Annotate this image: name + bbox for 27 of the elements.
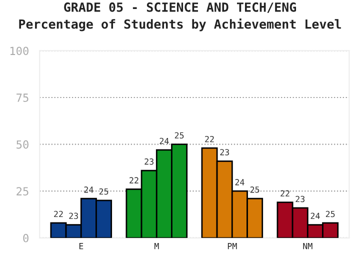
text: 23 xyxy=(144,158,154,165)
x-tick-label: NM xyxy=(303,243,312,250)
text: 24 xyxy=(235,179,244,186)
text: 25 xyxy=(250,186,260,193)
y-tick-label: 75 xyxy=(16,94,28,102)
y-tick-label: 50 xyxy=(16,140,28,149)
series-label: 24 xyxy=(310,212,320,219)
x-tick-label: M xyxy=(154,243,159,250)
series-label: 23 xyxy=(69,212,78,220)
y-tick-label: 100 xyxy=(10,46,28,56)
series-label: 25 xyxy=(99,188,108,195)
chart-subtitle: Percentage of Students by Achievement Level xyxy=(19,18,341,32)
text: 22 xyxy=(205,136,214,142)
text: 22 xyxy=(280,190,290,196)
text: 23 xyxy=(296,196,305,202)
x-tick-label: PM xyxy=(228,243,237,250)
y-tick-label: 25 xyxy=(16,187,28,196)
text: 22 xyxy=(54,210,63,218)
text: 25 xyxy=(326,210,335,218)
text: 25 xyxy=(174,132,184,139)
x-tick-label: E xyxy=(79,243,84,250)
chart-title: GRADE 05 - SCIENCE AND TECH/ENG xyxy=(64,2,296,13)
text: 24 xyxy=(160,138,169,144)
y-tick-label: 0 xyxy=(23,234,28,242)
text: 23 xyxy=(220,149,229,156)
text: 24 xyxy=(84,186,94,193)
series-label: 22 xyxy=(130,177,138,184)
